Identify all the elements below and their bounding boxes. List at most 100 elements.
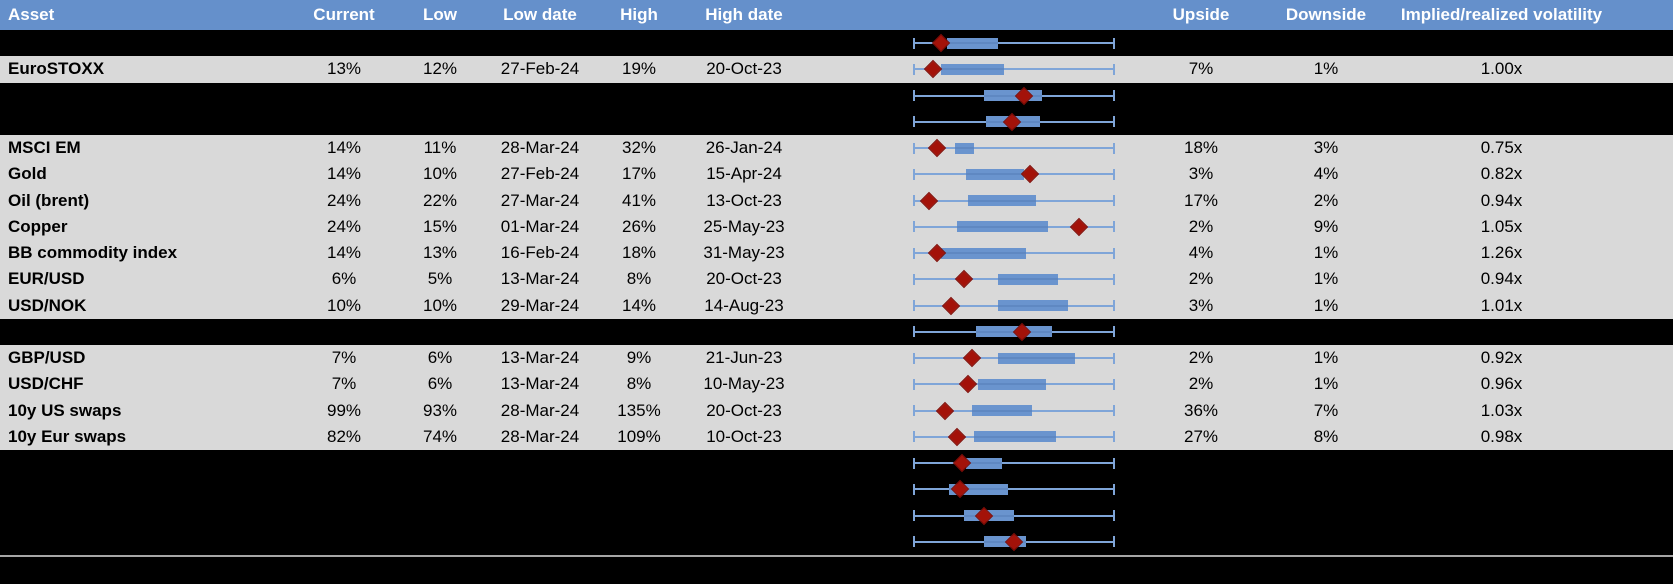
current-cell[interactable]: 7% [331,348,357,368]
high-date-cell[interactable]: 13-Oct-23 [706,190,782,210]
current-cell[interactable]: 14% [326,164,362,184]
high-date-cell[interactable]: 26-Jan-24 [705,138,783,158]
asset-cell[interactable]: 10y Eur swaps [8,426,127,446]
low-date-cell[interactable]: 27-Mar-24 [500,190,580,210]
implied-realized-cell[interactable]: 0.82x [1480,164,1523,184]
high-cell[interactable]: 19% [621,59,657,79]
low-date-cell[interactable]: 01-Mar-24 [500,216,580,236]
asset-cell[interactable]: EuroSTOXX [8,59,105,79]
low-date-cell[interactable]: 27-Feb-24 [500,59,580,79]
asset-cell[interactable]: Gold [8,164,47,184]
current-cell[interactable]: 6% [331,269,357,289]
upside-cell[interactable]: 2% [1188,216,1214,236]
downside-cell[interactable]: 8% [1313,426,1339,446]
current-cell[interactable]: 14% [326,243,362,263]
high-cell[interactable]: 18% [621,243,657,263]
downside-cell[interactable]: 2% [1313,190,1339,210]
asset-cell[interactable]: Oil (brent) [8,190,90,210]
high-cell[interactable]: 26% [621,216,657,236]
high-cell[interactable]: 8% [626,269,652,289]
header-low[interactable]: Low [423,5,457,24]
current-cell[interactable]: 24% [326,216,362,236]
asset-cell[interactable]: USD/NOK [8,295,87,315]
asset-cell[interactable]: 10y US swaps [8,400,122,420]
asset-cell[interactable]: MSCI EM [8,138,81,158]
high-date-cell[interactable]: 14-Aug-23 [704,295,784,315]
high-cell[interactable]: 8% [626,374,652,394]
high-date-cell[interactable]: 20-Oct-23 [706,269,782,289]
asset-cell[interactable]: BB commodity index [8,243,178,263]
upside-cell[interactable]: 17% [1183,190,1219,210]
header-implied-realized-volatility[interactable]: Implied/realized volatility [1400,5,1603,24]
low-cell[interactable]: 12% [422,59,458,79]
implied-realized-cell[interactable]: 1.03x [1480,400,1523,420]
high-date-cell[interactable]: 31-May-23 [703,243,785,263]
upside-cell[interactable]: 3% [1188,295,1214,315]
implied-realized-cell[interactable]: 0.75x [1480,138,1523,158]
low-cell[interactable]: 10% [422,164,458,184]
high-cell[interactable]: 109% [617,426,661,446]
current-cell[interactable]: 99% [326,400,362,420]
low-date-cell[interactable]: 13-Mar-24 [500,374,580,394]
low-cell[interactable]: 13% [422,243,458,263]
downside-cell[interactable]: 1% [1313,348,1339,368]
downside-cell[interactable]: 7% [1313,400,1339,420]
current-cell[interactable]: 82% [326,426,362,446]
upside-cell[interactable]: 2% [1188,374,1214,394]
high-date-cell[interactable]: 20-Oct-23 [706,400,782,420]
upside-cell[interactable]: 27% [1183,426,1219,446]
high-cell[interactable]: 17% [621,164,657,184]
downside-cell[interactable]: 3% [1313,138,1339,158]
asset-cell[interactable]: Copper [8,216,68,236]
downside-cell[interactable]: 1% [1313,374,1339,394]
header-downside[interactable]: Downside [1285,5,1367,24]
upside-cell[interactable]: 2% [1188,269,1214,289]
implied-realized-cell[interactable]: 1.00x [1480,59,1523,79]
high-cell[interactable]: 14% [621,295,657,315]
implied-realized-cell[interactable]: 0.96x [1480,374,1523,394]
asset-cell[interactable]: USD/CHF [8,374,84,394]
low-date-cell[interactable]: 16-Feb-24 [500,243,580,263]
low-cell[interactable]: 15% [422,216,458,236]
low-date-cell[interactable]: 13-Mar-24 [500,269,580,289]
asset-cell[interactable]: EUR/USD [8,269,85,289]
high-date-cell[interactable]: 25-May-23 [703,216,785,236]
implied-realized-cell[interactable]: 1.26x [1480,243,1523,263]
downside-cell[interactable]: 1% [1313,295,1339,315]
downside-cell[interactable]: 1% [1313,269,1339,289]
header-asset[interactable]: Asset [8,5,55,24]
low-date-cell[interactable]: 28-Mar-24 [500,426,580,446]
implied-realized-cell[interactable]: 0.92x [1480,348,1523,368]
asset-cell[interactable]: GBP/USD [8,348,86,368]
header-high-date[interactable]: High date [705,5,783,24]
low-cell[interactable]: 6% [427,348,453,368]
current-cell[interactable]: 13% [326,59,362,79]
low-cell[interactable]: 10% [422,295,458,315]
header-current[interactable]: Current [313,5,375,24]
low-cell[interactable]: 11% [423,138,457,158]
high-date-cell[interactable]: 10-Oct-23 [706,426,782,446]
low-date-cell[interactable]: 28-Mar-24 [500,400,580,420]
low-date-cell[interactable]: 28-Mar-24 [500,138,580,158]
high-date-cell[interactable]: 21-Jun-23 [705,348,783,368]
low-cell[interactable]: 74% [422,426,458,446]
upside-cell[interactable]: 4% [1188,243,1214,263]
header-high[interactable]: High [620,5,658,24]
current-cell[interactable]: 24% [326,190,362,210]
low-cell[interactable]: 22% [422,190,458,210]
low-cell[interactable]: 5% [427,269,453,289]
upside-cell[interactable]: 2% [1188,348,1214,368]
downside-cell[interactable]: 4% [1313,164,1339,184]
implied-realized-cell[interactable]: 1.05x [1480,216,1523,236]
low-cell[interactable]: 93% [422,400,458,420]
upside-cell[interactable]: 3% [1188,164,1214,184]
implied-realized-cell[interactable]: 0.94x [1480,269,1523,289]
implied-realized-cell[interactable]: 0.94x [1480,190,1523,210]
high-date-cell[interactable]: 15-Apr-24 [706,164,782,184]
low-date-cell[interactable]: 29-Mar-24 [500,295,580,315]
downside-cell[interactable]: 9% [1313,216,1339,236]
low-date-cell[interactable]: 13-Mar-24 [500,348,580,368]
high-date-cell[interactable]: 10-May-23 [703,374,785,394]
implied-realized-cell[interactable]: 0.98x [1480,426,1523,446]
upside-cell[interactable]: 7% [1188,59,1214,79]
